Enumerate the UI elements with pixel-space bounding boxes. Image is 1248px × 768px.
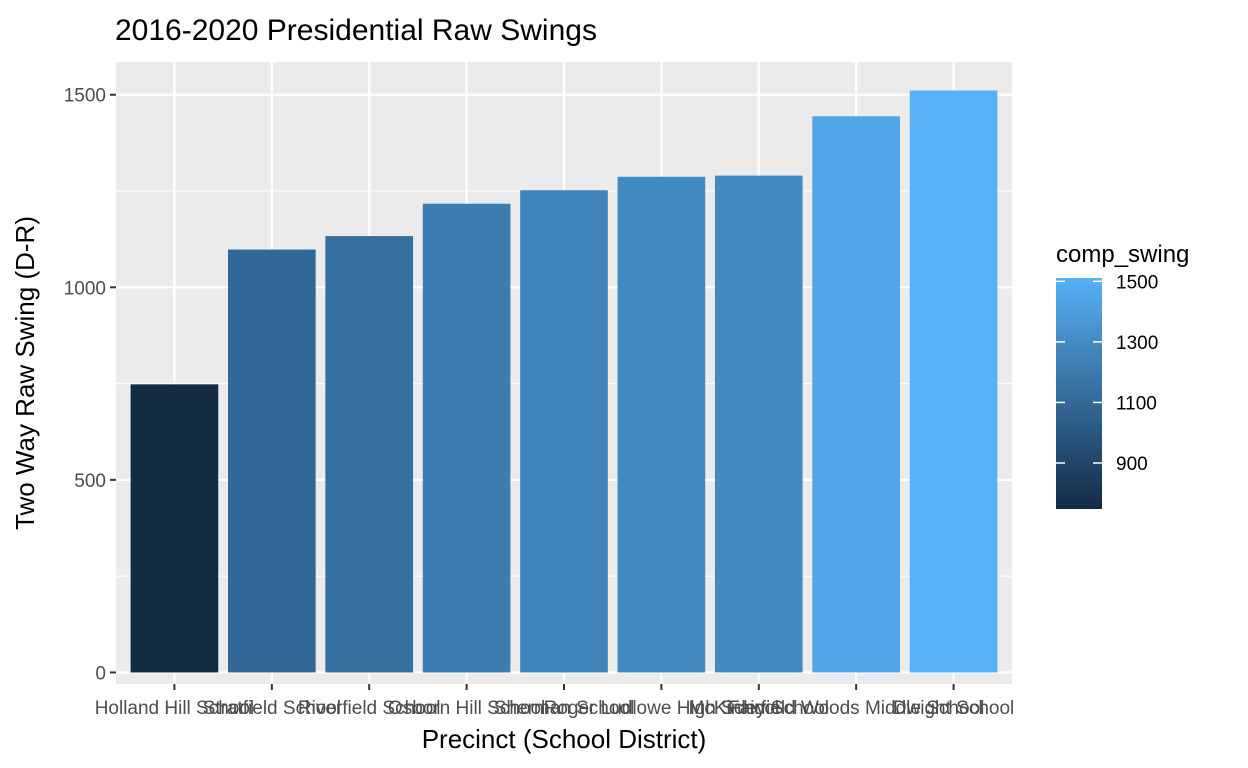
bar [130,384,219,673]
legend-colorbar [1056,278,1102,509]
bar [909,90,998,673]
bar [520,190,608,673]
bars [130,90,998,673]
legend-tick-label: 1100 [1116,393,1157,414]
legend-title: comp_swing [1056,241,1189,268]
x-tick-label: Holland Hill School [95,698,254,719]
bar [228,249,316,673]
y-tick-label: 1000 [64,278,106,299]
legend: comp_swing 900 1100 1300 1500 [1056,241,1189,509]
bar [714,175,803,673]
legend-tick-label: 1500 [1116,272,1158,293]
bar [325,236,414,673]
y-axis: 0 500 1000 1500 [64,86,116,684]
x-tick-label: Dwight School [893,698,1014,719]
x-tick-label: Fairfield Woods Middle School [728,698,984,719]
chart-title: 2016-2020 Presidential Raw Swings [115,14,597,47]
y-tick-label: 0 [95,663,106,684]
x-tick-label: Riverfield School [298,698,441,719]
y-axis-title: Two Way Raw Swing (D-R) [10,216,40,530]
x-tick-label: Stratfield School [203,698,341,719]
x-axis-title: Precinct (School District) [422,724,707,754]
legend-ticks: 900 1100 1300 1500 [1056,272,1158,475]
x-tick-label: Sherman School [494,698,634,719]
y-tick-label: 1500 [64,86,106,107]
bar [617,176,706,673]
x-tick-label: McKinley School [689,698,829,719]
x-tick-label: Roger Ludlowe High School [544,698,780,719]
bar [422,203,511,673]
x-tick-label: Osborn Hill School [388,698,545,719]
legend-tick-label: 1300 [1116,333,1158,354]
bar [812,116,900,673]
y-tick-label: 500 [74,471,106,492]
legend-tick-label: 900 [1116,454,1148,475]
